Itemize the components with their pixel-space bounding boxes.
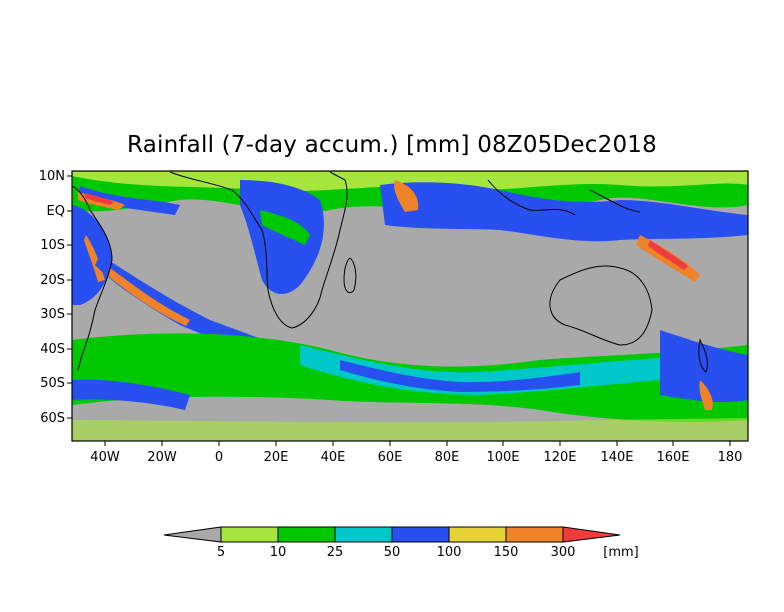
lat-label: 20S <box>40 273 65 288</box>
lat-label: EQ <box>47 204 65 219</box>
colorbar-segment <box>334 526 393 543</box>
south-america-coast <box>72 185 113 371</box>
lon-label: 120E <box>543 450 576 465</box>
colorbar-segment <box>220 526 279 543</box>
lat-label: 10N <box>39 169 65 184</box>
map-title: Rainfall (7-day accum.) [mm] 08Z05Dec201… <box>127 132 657 158</box>
rain-region-new-zealand <box>660 330 748 403</box>
madagascar-coast <box>343 257 357 294</box>
lat-label: 50S <box>40 376 65 391</box>
africa-coast <box>169 171 348 329</box>
lat-label: 60S <box>40 411 65 426</box>
colorbar-lower-triangle <box>163 526 222 543</box>
australia-coast <box>549 265 653 346</box>
lon-label: 160E <box>656 450 689 465</box>
latitude-ticks <box>67 175 72 419</box>
lon-label: 180 <box>718 450 743 465</box>
lon-label: 80E <box>435 450 460 465</box>
coastlines <box>72 171 708 373</box>
colorbar-segment <box>505 526 564 543</box>
colorbar-label: 300 <box>551 545 576 560</box>
lat-label: 10S <box>40 238 65 253</box>
longitude-ticks <box>104 441 731 446</box>
rain-cell <box>85 193 114 205</box>
longitude-axis: 40W 20W 0 20E 40E 60E 80E 100E 120E 140E… <box>90 450 742 465</box>
indonesia-coast <box>487 179 641 216</box>
rainfall-field <box>72 171 748 441</box>
lon-label: 0 <box>215 450 223 465</box>
lon-label: 20E <box>264 450 289 465</box>
lon-label: 60E <box>378 450 403 465</box>
colorbar-label: 100 <box>437 545 462 560</box>
rain-region-africa <box>240 180 324 295</box>
colorbar-upper-triangle <box>562 526 621 543</box>
rain-cell <box>108 268 190 326</box>
southern-light-rain <box>72 418 748 441</box>
rain-cell <box>72 379 190 410</box>
colorbar-label: 10 <box>270 545 287 560</box>
storm-track-heavy <box>340 360 580 392</box>
colorbar: 5 10 25 50 100 150 300 [mm] <box>163 526 639 560</box>
lon-label: 20W <box>147 450 177 465</box>
colorbar-label: 50 <box>384 545 401 560</box>
colorbar-label: 150 <box>494 545 519 560</box>
new-zealand-coast <box>698 338 708 373</box>
lon-label: 40W <box>90 450 120 465</box>
colorbar-label: 5 <box>217 545 225 560</box>
lon-label: 140E <box>600 450 633 465</box>
colorbar-unit: [mm] <box>603 545 638 560</box>
rain-cell <box>648 240 688 270</box>
latitude-axis: 10N EQ 10S 20S 30S 40S 50S 60S <box>39 169 65 426</box>
rain-cell <box>78 186 180 215</box>
lat-label: 30S <box>40 307 65 322</box>
lon-label: 40E <box>321 450 346 465</box>
rain-cell <box>394 180 419 212</box>
colorbar-segment <box>277 526 336 543</box>
colorbar-segment <box>448 526 507 543</box>
rain-region-indian-ocean <box>380 182 748 242</box>
map-frame <box>71 170 749 442</box>
lat-label: 40S <box>40 342 65 357</box>
rain-cell <box>699 380 713 410</box>
rain-cell <box>84 235 105 282</box>
colorbar-segment <box>391 526 450 543</box>
lon-label: 100E <box>486 450 519 465</box>
rain-cell <box>260 210 310 245</box>
colorbar-label: 25 <box>327 545 344 560</box>
